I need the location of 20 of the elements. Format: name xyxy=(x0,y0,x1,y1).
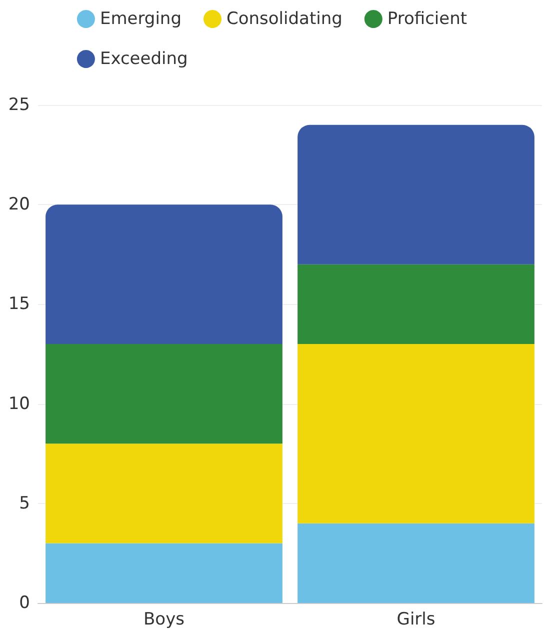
bar xyxy=(46,344,282,444)
bar xyxy=(298,124,534,264)
bar xyxy=(46,204,282,344)
legend-label: Emerging xyxy=(100,9,182,29)
y-tick-label: 10 xyxy=(8,394,30,414)
y-tick-label: 15 xyxy=(8,294,30,314)
y-tick-label: 5 xyxy=(19,493,30,514)
y-tick-label: 25 xyxy=(8,95,30,115)
y-tick-label: 0 xyxy=(19,593,30,613)
bar xyxy=(298,264,534,344)
x-tick-label: Girls xyxy=(396,610,436,630)
bar xyxy=(46,444,282,544)
bar xyxy=(46,543,282,603)
legend-label: Consolidating xyxy=(226,9,342,29)
legend-label: Proficient xyxy=(387,9,468,29)
x-tick-label: Boys xyxy=(144,610,185,630)
bar xyxy=(298,523,534,603)
y-tick-label: 20 xyxy=(8,194,30,215)
bar xyxy=(298,344,534,524)
legend-label: Exceeding xyxy=(100,49,188,69)
